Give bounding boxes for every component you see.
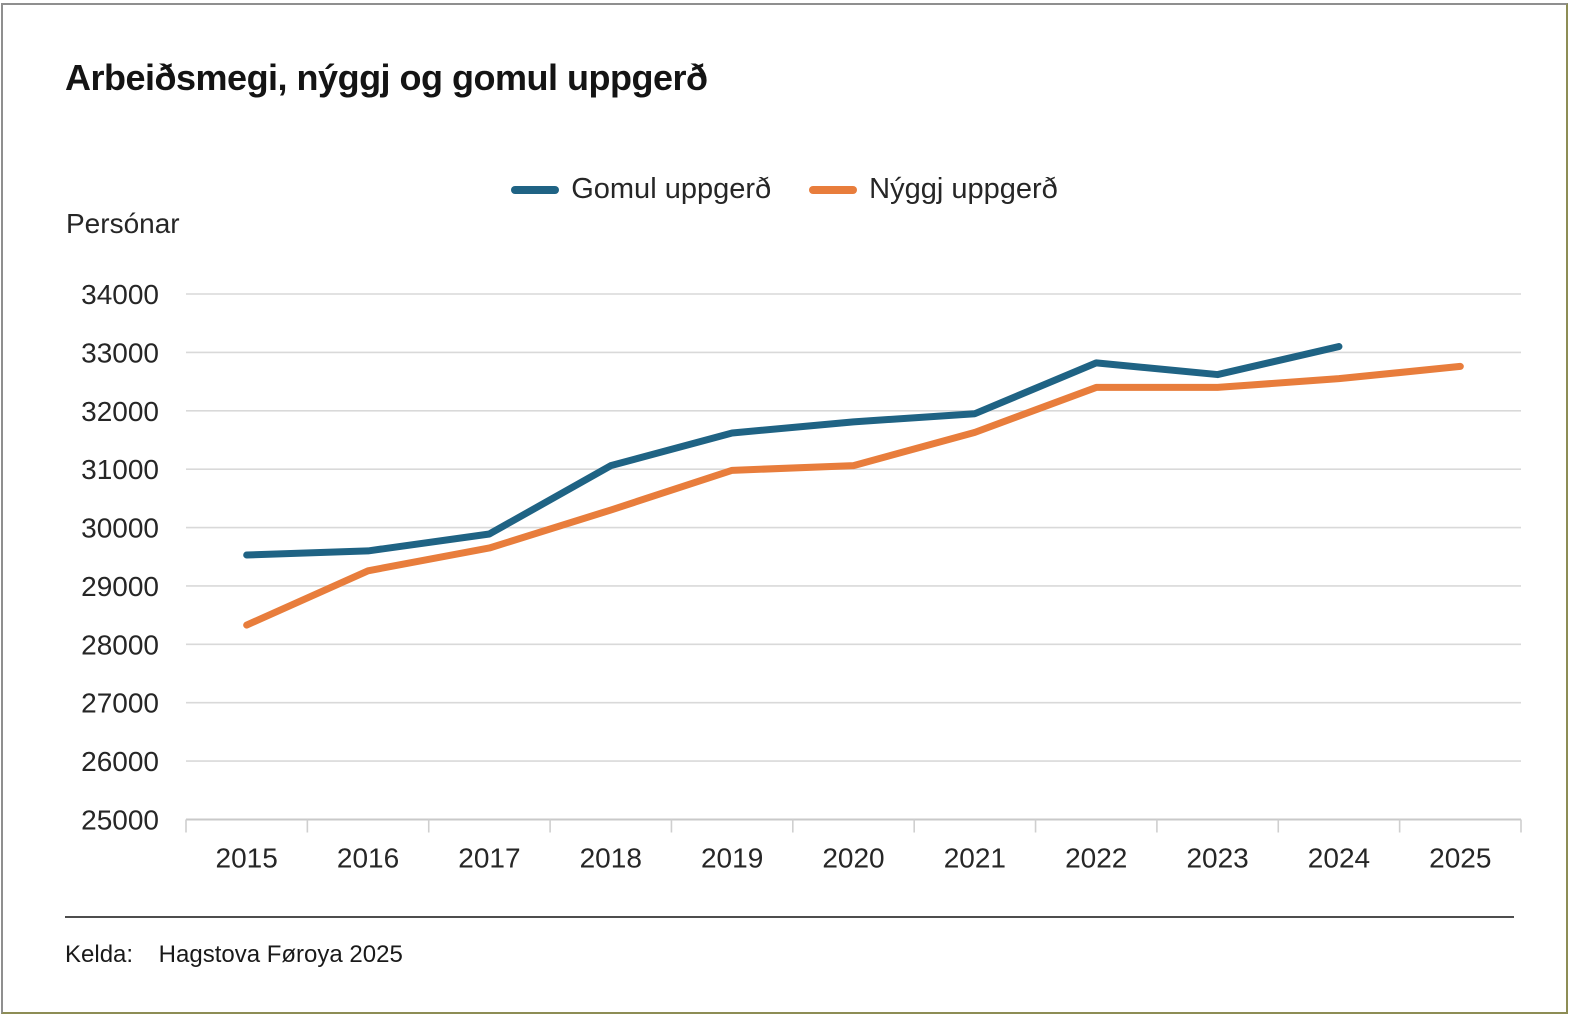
x-tick-label: 2022 <box>1065 843 1127 874</box>
legend-item-gomul-uppgerd: Gomul uppgerð <box>511 173 771 206</box>
x-tick-label: 2019 <box>701 843 763 874</box>
chart-canvas: 34000 33000 32000 31000 30000 29000 28000 27000… <box>81 279 1522 874</box>
x-tick-label: 2017 <box>458 843 520 874</box>
y-tick-label: 30000 <box>81 513 159 544</box>
x-tick-label: 2025 <box>1429 843 1491 874</box>
x-tick-label: 2015 <box>216 843 278 874</box>
x-tick-label: 2020 <box>822 843 884 874</box>
legend-label-nyggj-uppgerd: Nýggj uppgerð <box>869 173 1058 205</box>
y-tick-label: 26000 <box>81 746 159 777</box>
y-tick-label: 33000 <box>81 337 159 368</box>
y-axis-title: Persónar <box>66 208 180 239</box>
source-label: Kelda: <box>65 941 134 968</box>
x-tick-label: 2016 <box>337 843 399 874</box>
y-tick-label: 34000 <box>81 279 159 310</box>
y-tick-label: 25000 <box>81 805 159 836</box>
y-tick-label: 32000 <box>81 396 159 427</box>
chart-title: Arbeiðsmegi, nýggj og gomul uppgerð <box>65 57 708 98</box>
source-text: Hagstova Føroya 2025 <box>158 941 403 968</box>
y-tick-label: 29000 <box>81 571 159 602</box>
footer: Kelda: Hagstova Føroya 2025 <box>65 941 403 969</box>
series-line-n-ggj-uppger- <box>243 362 1464 629</box>
legend: Gomul uppgerð Nýggj uppgerð <box>3 173 1566 206</box>
series-line-gomul-uppger- <box>243 343 1343 559</box>
legend-item-nyggj-uppgerd: Nýggj uppgerð <box>809 173 1058 206</box>
y-tick-label: 27000 <box>81 688 159 719</box>
legend-swatch-nyggj-uppgerd <box>809 185 858 194</box>
legend-label-gomul-uppgerd: Gomul uppgerð <box>571 173 772 205</box>
x-tick-label: 2021 <box>944 843 1006 874</box>
chart-page: Arbeiðsmegi, nýggj og gomul uppgerð Gomu… <box>1 3 1568 1014</box>
x-tick-label: 2024 <box>1308 843 1370 874</box>
legend-swatch-gomul-uppgerd <box>511 185 560 194</box>
y-tick-label: 31000 <box>81 454 159 485</box>
y-tick-label: 28000 <box>81 629 159 660</box>
x-tick-label: 2023 <box>1186 843 1248 874</box>
footer-divider <box>65 916 1514 918</box>
x-tick-label: 2018 <box>580 843 642 874</box>
